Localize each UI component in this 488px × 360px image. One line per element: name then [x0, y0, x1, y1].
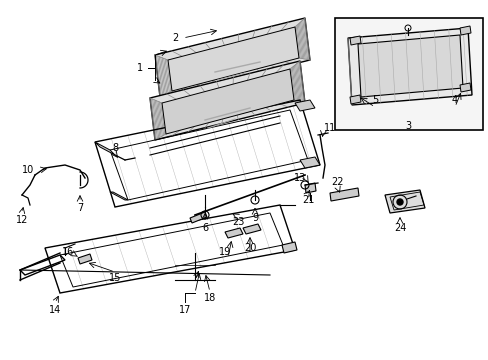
- Text: 12: 12: [16, 215, 28, 225]
- Polygon shape: [349, 36, 360, 45]
- Text: 8: 8: [112, 143, 118, 153]
- Text: 19: 19: [219, 247, 231, 257]
- Text: 7: 7: [77, 203, 83, 213]
- Text: 14: 14: [49, 305, 61, 315]
- Polygon shape: [110, 192, 128, 200]
- Polygon shape: [329, 188, 358, 201]
- Polygon shape: [162, 69, 293, 134]
- Text: 23: 23: [231, 217, 244, 227]
- Polygon shape: [294, 100, 314, 111]
- Polygon shape: [357, 35, 462, 97]
- Polygon shape: [305, 183, 315, 193]
- Text: 17: 17: [179, 305, 191, 315]
- Bar: [334, 18, 482, 130]
- Polygon shape: [299, 157, 319, 168]
- Polygon shape: [243, 224, 261, 234]
- Text: 2: 2: [171, 33, 178, 43]
- Polygon shape: [459, 83, 470, 92]
- Polygon shape: [78, 254, 92, 264]
- Text: 5: 5: [371, 95, 377, 105]
- Polygon shape: [224, 228, 243, 238]
- Text: 22: 22: [331, 177, 344, 187]
- Text: 24: 24: [393, 223, 406, 233]
- Text: 15: 15: [109, 273, 121, 283]
- Text: 18: 18: [203, 293, 216, 303]
- Text: 10: 10: [22, 165, 34, 175]
- Polygon shape: [349, 95, 360, 104]
- Polygon shape: [190, 212, 206, 223]
- Text: 4: 4: [451, 95, 457, 105]
- Text: 3: 3: [404, 121, 410, 131]
- Text: 16: 16: [62, 247, 74, 257]
- Text: 20: 20: [244, 243, 256, 253]
- Polygon shape: [282, 242, 296, 253]
- Text: 6: 6: [202, 223, 207, 233]
- Text: 9: 9: [251, 213, 258, 223]
- Polygon shape: [347, 28, 471, 105]
- Polygon shape: [459, 26, 470, 35]
- Text: 11: 11: [323, 123, 335, 133]
- Text: 21: 21: [301, 195, 314, 205]
- Text: 13: 13: [293, 173, 305, 183]
- Polygon shape: [168, 27, 298, 91]
- Polygon shape: [150, 61, 305, 140]
- Circle shape: [396, 199, 402, 205]
- Polygon shape: [95, 142, 115, 155]
- Polygon shape: [155, 18, 309, 97]
- Text: 1: 1: [137, 63, 143, 73]
- Polygon shape: [384, 190, 424, 213]
